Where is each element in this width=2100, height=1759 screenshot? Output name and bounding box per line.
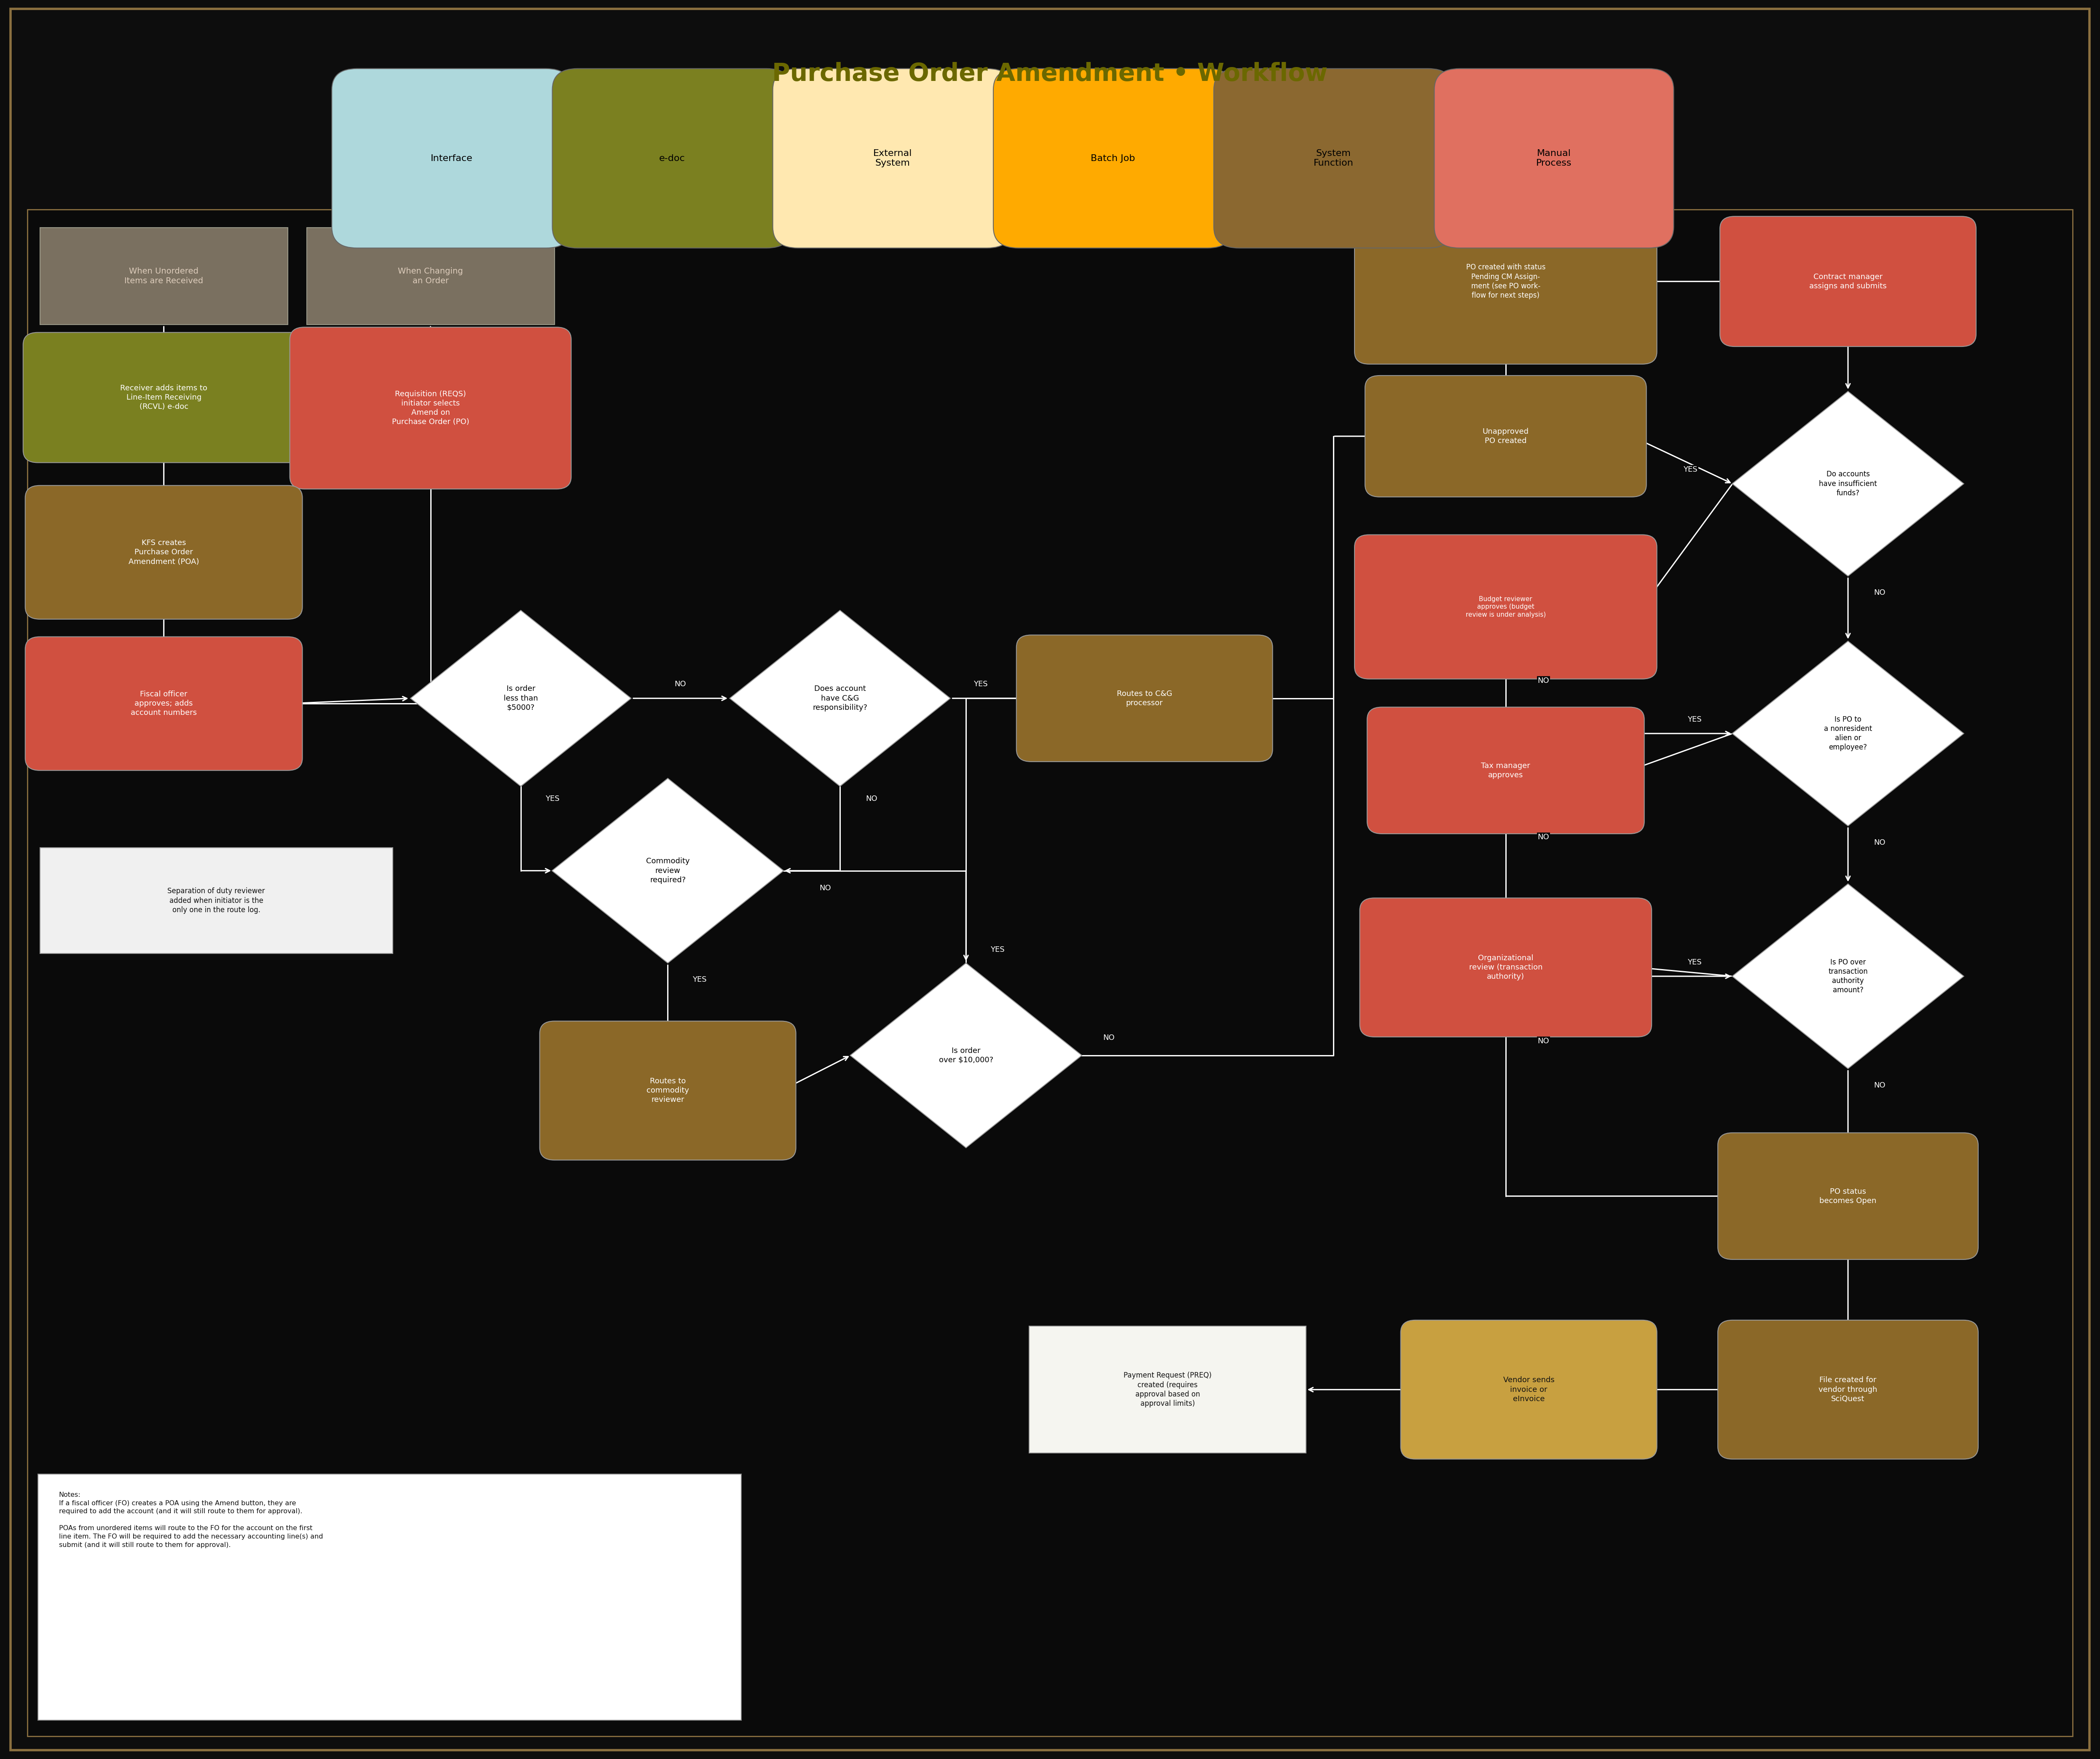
Text: External
System: External System <box>874 150 911 167</box>
FancyBboxPatch shape <box>1434 69 1674 248</box>
FancyBboxPatch shape <box>25 637 302 770</box>
Text: PO created with status
Pending CM Assign-
ment (see PO work-
flow for next steps: PO created with status Pending CM Assign… <box>1466 264 1546 299</box>
Text: YES: YES <box>693 976 706 983</box>
Text: YES: YES <box>991 946 1004 953</box>
Text: Is order
less than
$5000?: Is order less than $5000? <box>504 686 538 711</box>
FancyBboxPatch shape <box>1401 1319 1657 1460</box>
FancyBboxPatch shape <box>23 332 304 463</box>
Text: System
Function: System Function <box>1312 150 1354 167</box>
FancyBboxPatch shape <box>1718 1319 1978 1460</box>
Text: YES: YES <box>974 681 987 688</box>
Text: NO: NO <box>1537 834 1550 841</box>
Text: e-doc: e-doc <box>659 155 685 162</box>
Text: Notes:
If a fiscal officer (FO) creates a POA using the Amend button, they are
r: Notes: If a fiscal officer (FO) creates … <box>59 1492 323 1548</box>
Text: Is PO to
a nonresident
alien or
employee?: Is PO to a nonresident alien or employee… <box>1825 716 1871 751</box>
Text: Interface: Interface <box>430 155 473 162</box>
Text: Routes to C&G
processor: Routes to C&G processor <box>1117 690 1172 707</box>
FancyBboxPatch shape <box>1367 707 1644 834</box>
Text: Payment Request (PREQ)
created (requires
approval based on
approval limits): Payment Request (PREQ) created (requires… <box>1124 1372 1212 1407</box>
Text: KFS creates
Purchase Order
Amendment (POA): KFS creates Purchase Order Amendment (PO… <box>128 540 200 565</box>
Text: YES: YES <box>546 795 559 802</box>
Text: Requisition (REQS)
initiator selects
Amend on
Purchase Order (PO): Requisition (REQS) initiator selects Ame… <box>393 390 468 426</box>
FancyBboxPatch shape <box>1365 376 1646 498</box>
Text: Organizational
review (transaction
authority): Organizational review (transaction autho… <box>1468 955 1544 980</box>
Text: Commodity
review
required?: Commodity review required? <box>647 858 689 883</box>
Text: Batch Job: Batch Job <box>1090 155 1136 162</box>
Polygon shape <box>1732 642 1963 827</box>
Text: Fiscal officer
approves; adds
account numbers: Fiscal officer approves; adds account nu… <box>130 691 197 716</box>
Bar <box>1029 1326 1306 1453</box>
Polygon shape <box>412 610 630 786</box>
FancyBboxPatch shape <box>1720 216 1976 347</box>
Text: File created for
vendor through
SciQuest: File created for vendor through SciQuest <box>1819 1377 1877 1402</box>
Text: PO status
becomes Open: PO status becomes Open <box>1819 1187 1877 1205</box>
FancyBboxPatch shape <box>1354 199 1657 364</box>
Text: Purchase Order Amendment • Workflow: Purchase Order Amendment • Workflow <box>773 62 1327 86</box>
Text: Separation of duty reviewer
added when initiator is the
only one in the route lo: Separation of duty reviewer added when i… <box>168 888 265 913</box>
Text: YES: YES <box>1688 959 1701 966</box>
FancyBboxPatch shape <box>290 327 571 489</box>
Polygon shape <box>1732 885 1963 1069</box>
Text: NO: NO <box>1102 1034 1115 1041</box>
Text: NO: NO <box>1873 589 1886 596</box>
FancyBboxPatch shape <box>552 69 792 248</box>
FancyBboxPatch shape <box>540 1020 796 1161</box>
Text: Tax manager
approves: Tax manager approves <box>1480 762 1531 779</box>
Text: NO: NO <box>1873 839 1886 846</box>
Text: NO: NO <box>819 885 832 892</box>
Bar <box>40 229 288 325</box>
Bar <box>27 209 2073 1736</box>
Bar <box>38 1474 741 1720</box>
Text: Do accounts
have insufficient
funds?: Do accounts have insufficient funds? <box>1819 471 1877 496</box>
Polygon shape <box>552 779 783 964</box>
Text: Contract manager
assigns and submits: Contract manager assigns and submits <box>1810 273 1886 290</box>
Text: Vendor sends
invoice or
eInvoice: Vendor sends invoice or eInvoice <box>1504 1377 1554 1402</box>
Text: When Changing
an Order: When Changing an Order <box>397 267 464 285</box>
Bar <box>307 229 554 325</box>
Bar <box>40 848 393 953</box>
FancyBboxPatch shape <box>1361 899 1651 1038</box>
Polygon shape <box>1732 392 1963 577</box>
Text: Receiver adds items to
Line-Item Receiving
(RCVL) e-doc: Receiver adds items to Line-Item Receivi… <box>120 385 208 410</box>
Text: YES: YES <box>1688 716 1701 723</box>
Text: NO: NO <box>1537 677 1550 684</box>
Text: YES: YES <box>1684 466 1697 473</box>
Text: Unapproved
PO created: Unapproved PO created <box>1483 427 1529 445</box>
FancyBboxPatch shape <box>993 69 1233 248</box>
Text: Is PO over
transaction
authority
amount?: Is PO over transaction authority amount? <box>1829 959 1867 994</box>
FancyBboxPatch shape <box>1016 635 1273 762</box>
Text: NO: NO <box>1537 1038 1550 1045</box>
Text: When Unordered
Items are Received: When Unordered Items are Received <box>124 267 204 285</box>
Polygon shape <box>851 964 1082 1149</box>
Text: Routes to
commodity
reviewer: Routes to commodity reviewer <box>647 1078 689 1103</box>
FancyBboxPatch shape <box>332 69 571 248</box>
Text: NO: NO <box>865 795 878 802</box>
FancyBboxPatch shape <box>25 485 302 619</box>
Polygon shape <box>731 610 949 786</box>
FancyBboxPatch shape <box>1214 69 1453 248</box>
Text: Does account
have C&G
responsibility?: Does account have C&G responsibility? <box>813 686 867 711</box>
Text: Budget reviewer
approves (budget
review is under analysis): Budget reviewer approves (budget review … <box>1466 596 1546 617</box>
FancyBboxPatch shape <box>773 69 1012 248</box>
Text: Manual
Process: Manual Process <box>1537 150 1571 167</box>
Text: Is order
over $10,000?: Is order over $10,000? <box>939 1047 993 1064</box>
Text: NO: NO <box>1873 1082 1886 1089</box>
FancyBboxPatch shape <box>1718 1133 1978 1259</box>
FancyBboxPatch shape <box>1354 535 1657 679</box>
Text: NO: NO <box>674 681 687 688</box>
